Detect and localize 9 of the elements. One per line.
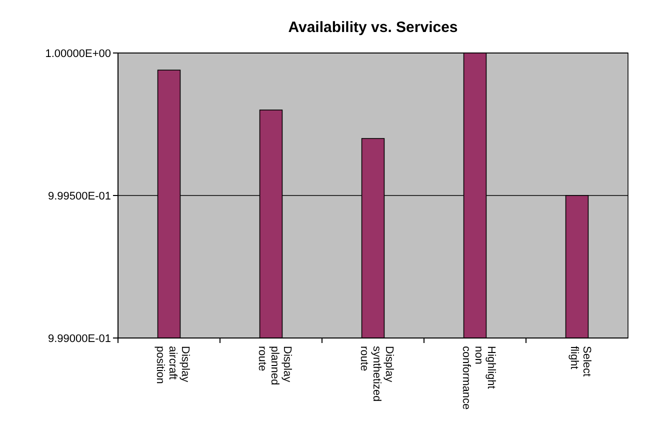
x-tick-label: Highlight non conformance bbox=[460, 346, 498, 410]
chart-title: Availability vs. Services bbox=[288, 19, 458, 36]
y-tick-label: 9.99000E-01 bbox=[48, 332, 111, 345]
x-tick-label: Select flight bbox=[568, 346, 593, 377]
x-tick-label: Display aircraft position bbox=[154, 346, 192, 384]
y-tick-label: 9.99500E-01 bbox=[48, 190, 111, 202]
x-tick-label: Display planned route bbox=[256, 346, 294, 386]
x-tick-label: Display synthetized route bbox=[358, 346, 396, 402]
y-tick-label: 1.00000E+00 bbox=[45, 48, 111, 60]
